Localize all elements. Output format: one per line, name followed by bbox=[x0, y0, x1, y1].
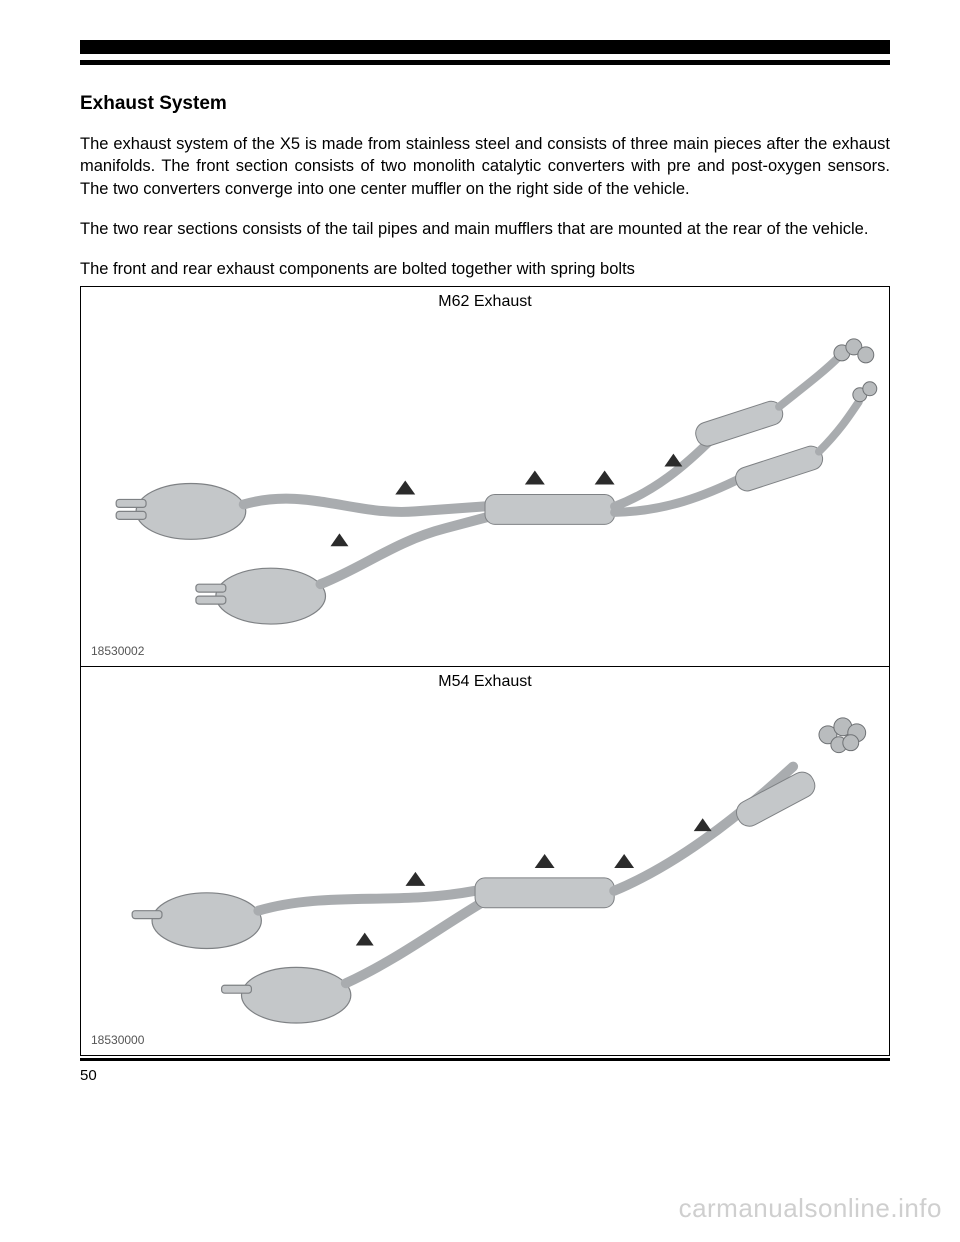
figure-part-number: 18530002 bbox=[91, 644, 144, 658]
paragraph-1: The exhaust system of the X5 is made fro… bbox=[80, 133, 890, 200]
watermark-text: carmanualsonline.info bbox=[679, 1193, 942, 1224]
figure-m54-exhaust: M54 Exhaust bbox=[80, 666, 890, 1056]
paragraph-2: The two rear sections consists of the ta… bbox=[80, 218, 890, 240]
figure-title: M54 Exhaust bbox=[81, 667, 889, 691]
section-heading: Exhaust System bbox=[80, 93, 890, 115]
figure-title: M62 Exhaust bbox=[81, 287, 889, 311]
exhaust-diagram-m54 bbox=[91, 697, 879, 1025]
paragraph-3: The front and rear exhaust components ar… bbox=[80, 258, 890, 280]
figure-m62-exhaust: M62 Exhaust bbox=[80, 286, 890, 666]
footer-rule bbox=[80, 1058, 890, 1061]
top-header-rule bbox=[80, 40, 890, 54]
sub-header-rule bbox=[80, 60, 890, 65]
page-number: 50 bbox=[80, 1067, 890, 1084]
figure-part-number: 18530000 bbox=[91, 1033, 144, 1047]
exhaust-diagram-m62 bbox=[91, 317, 879, 636]
